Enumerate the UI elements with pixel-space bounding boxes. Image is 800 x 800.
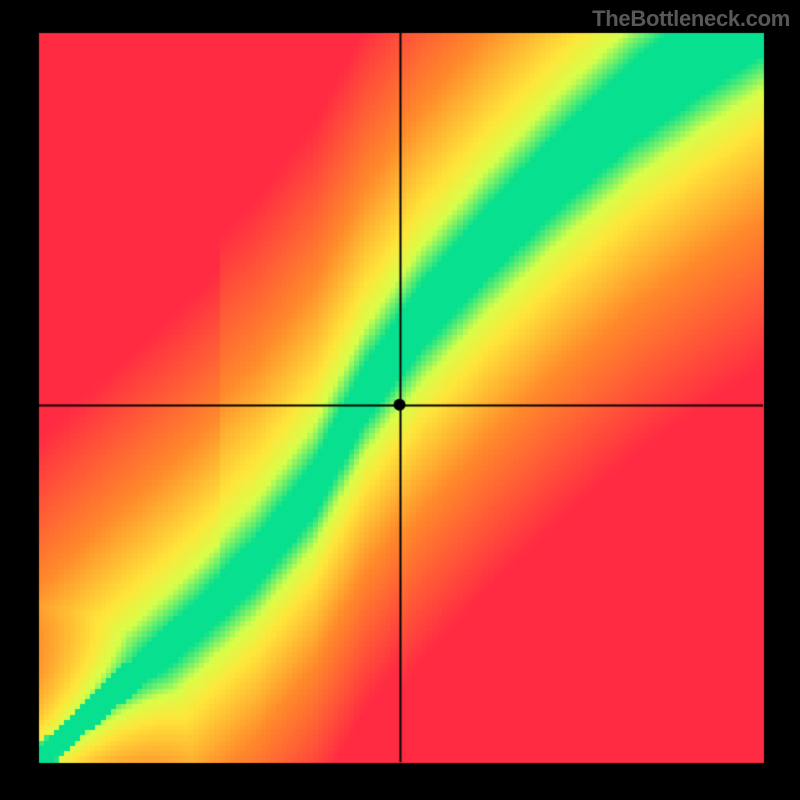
chart-container: TheBottleneck.com [0,0,800,800]
bottleneck-heatmap-canvas [0,0,800,800]
attribution-text: TheBottleneck.com [592,6,790,32]
